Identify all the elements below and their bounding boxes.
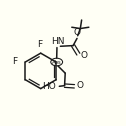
Text: HO: HO bbox=[42, 82, 56, 91]
Text: O: O bbox=[74, 28, 81, 37]
Text: HN: HN bbox=[51, 37, 65, 46]
Text: Abs: Abs bbox=[52, 59, 62, 65]
Text: O: O bbox=[80, 51, 87, 60]
Text: F: F bbox=[37, 40, 43, 49]
Text: F: F bbox=[13, 57, 18, 66]
Text: O: O bbox=[76, 81, 83, 90]
